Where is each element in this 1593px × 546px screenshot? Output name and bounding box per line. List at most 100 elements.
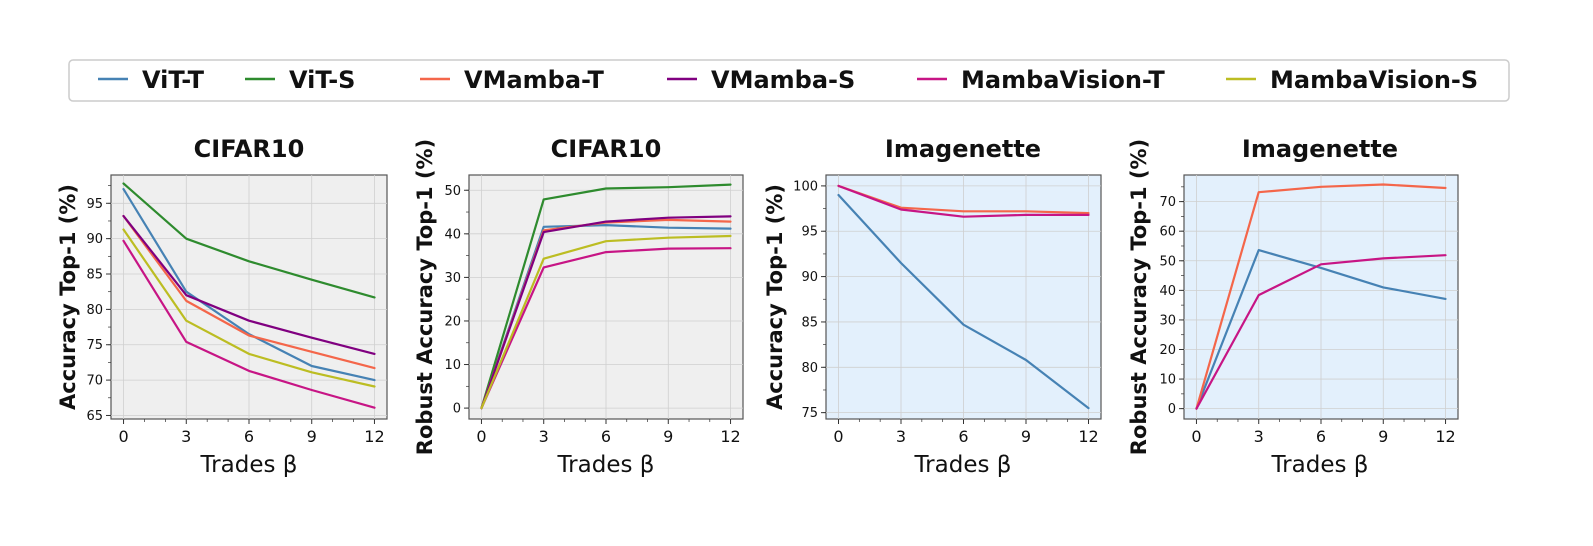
series-line-vit-t — [122, 188, 376, 382]
x-tick-label: 12 — [364, 427, 384, 446]
series-line-mambavision-t — [1195, 254, 1447, 410]
x-tick-label: 12 — [1078, 427, 1098, 446]
x-tick-label: 3 — [181, 427, 191, 446]
y-ticks: 0 10 20 30 40 50 60 70 — [1159, 186, 1184, 417]
y-tick-label: 85 — [86, 268, 103, 283]
legend-items: ViT-T ViT-S VMamba-T VMamba-S MambaVision-T M… — [98, 66, 1478, 94]
panel-cifar10-robust: CIFAR10 0 10 20 30 40 50 0 3 6 9 12 Trades β Robu… — [413, 135, 744, 478]
y-ticks: 65 70 75 80 85 90 95 — [86, 185, 111, 424]
x-tick-label: 6 — [601, 427, 611, 446]
y-tick-label: 80 — [86, 303, 103, 318]
legend-label: ViT-T — [142, 66, 205, 94]
legend-entry: MambaVision-S — [1226, 66, 1478, 94]
x-tick-label: 6 — [244, 427, 254, 446]
x-axis-label: Trades β — [914, 452, 1012, 478]
panel-imagenette-accuracy: Imagenette 75 80 85 90 95 100 0 3 6 9 12 Trades β… — [763, 135, 1102, 478]
y-tick-label: 10 — [444, 358, 461, 373]
x-axis-label: Trades β — [200, 452, 298, 478]
x-tick-label: 12 — [1435, 427, 1455, 446]
y-tick-label: 60 — [1159, 225, 1176, 240]
y-ticks: 0 10 20 30 40 50 — [444, 184, 469, 417]
series-line-mambavision-t — [122, 239, 376, 409]
x-tick-label: 6 — [1316, 427, 1326, 446]
series-line-vmamba-s — [122, 214, 376, 355]
legend-entry: ViT-S — [245, 66, 355, 94]
x-ticks: 0 3 6 9 12 — [476, 419, 741, 446]
legend: ViT-T ViT-S VMamba-T VMamba-S MambaVision-T M… — [68, 59, 1510, 102]
y-tick-label: 90 — [801, 270, 818, 285]
y-tick-label: 30 — [444, 271, 461, 286]
y-tick-label: 20 — [1159, 343, 1176, 358]
series-line-vmamba-s — [480, 215, 732, 410]
x-tick-label: 0 — [833, 427, 843, 446]
y-axis-label: Accuracy Top-1 (%) — [763, 184, 787, 410]
x-tick-label: 0 — [476, 427, 486, 446]
y-tick-label: 40 — [1159, 284, 1176, 299]
y-tick-label: 65 — [86, 409, 103, 424]
y-ticks: 75 80 85 90 95 100 — [793, 179, 826, 421]
legend-label: MambaVision-T — [961, 66, 1165, 94]
legend-entry: VMamba-T — [420, 66, 604, 94]
y-tick-label: 75 — [801, 406, 818, 421]
series-line-vit-s — [480, 183, 732, 410]
x-tick-label: 9 — [1378, 427, 1388, 446]
y-tick-label: 85 — [801, 315, 818, 330]
legend-entry: VMamba-S — [667, 66, 855, 94]
y-tick-label: 0 — [453, 402, 461, 417]
legend-entry: MambaVision-T — [917, 66, 1165, 94]
y-axis-label: Robust Accuracy Top-1 (%) — [413, 139, 437, 455]
series-lines — [837, 184, 1090, 410]
x-axis-label: Trades β — [1271, 452, 1369, 478]
y-tick-label: 70 — [86, 374, 103, 389]
y-tick-label: 90 — [86, 232, 103, 247]
series-lines — [480, 183, 732, 410]
y-tick-label: 20 — [444, 314, 461, 329]
x-ticks: 0 3 6 9 12 — [1191, 419, 1456, 446]
x-tick-label: 12 — [720, 427, 740, 446]
series-line-mambavision-t — [837, 184, 1090, 218]
series-lines — [122, 182, 376, 409]
x-ticks: 0 3 6 9 12 — [833, 419, 1099, 446]
legend-label: MambaVision-S — [1270, 66, 1478, 94]
y-tick-label: 95 — [86, 197, 103, 212]
series-line-vit-s — [122, 182, 376, 299]
y-tick-label: 75 — [86, 338, 103, 353]
y-tick-label: 0 — [1168, 402, 1176, 417]
y-tick-label: 50 — [444, 184, 461, 199]
panel-title: CIFAR10 — [551, 135, 662, 163]
legend-label: VMamba-T — [464, 66, 604, 94]
y-tick-label: 40 — [444, 227, 461, 242]
x-tick-label: 0 — [1191, 427, 1201, 446]
panel-title: Imagenette — [1242, 135, 1398, 163]
x-tick-label: 9 — [663, 427, 673, 446]
legend-label: VMamba-S — [711, 66, 855, 94]
y-axis-label: Accuracy Top-1 (%) — [56, 184, 80, 410]
series-line-vmamba-t — [1195, 183, 1447, 410]
series-line-mambavision-s — [122, 228, 376, 388]
series-line-vmamba-t — [122, 214, 376, 370]
x-tick-label: 6 — [958, 427, 968, 446]
x-tick-label: 3 — [1254, 427, 1264, 446]
y-tick-label: 100 — [793, 179, 818, 194]
legend-entry: ViT-T — [98, 66, 205, 94]
x-axis-label: Trades β — [557, 452, 655, 478]
y-tick-label: 95 — [801, 225, 818, 240]
x-tick-label: 3 — [539, 427, 549, 446]
panel-title: Imagenette — [885, 135, 1041, 163]
legend-label: ViT-S — [289, 66, 355, 94]
series-line-mambavision-t — [480, 247, 732, 410]
y-axis-label: Robust Accuracy Top-1 (%) — [1127, 139, 1151, 455]
gridlines — [1184, 175, 1458, 419]
series-line-mambavision-s — [480, 234, 732, 410]
x-tick-label: 0 — [118, 427, 128, 446]
panel-cifar10-accuracy: CIFAR10 65 70 75 80 85 90 95 0 3 6 9 12 Trades β A… — [56, 135, 388, 478]
series-line-vmamba-t — [837, 184, 1090, 215]
series-line-vit-t — [1195, 249, 1447, 410]
y-tick-label: 30 — [1159, 313, 1176, 328]
legend-frame — [68, 59, 1510, 102]
series-lines — [1195, 183, 1447, 410]
x-tick-label: 9 — [307, 427, 317, 446]
y-tick-label: 80 — [801, 361, 818, 376]
x-ticks: 0 3 6 9 12 — [118, 419, 385, 446]
